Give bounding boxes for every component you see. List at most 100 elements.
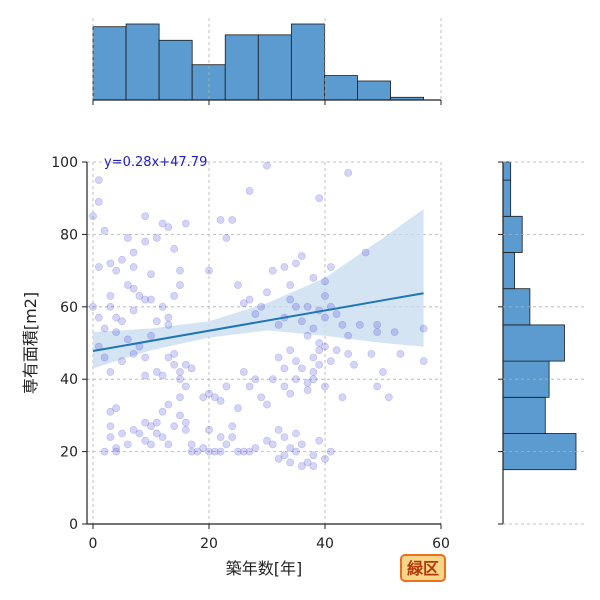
data-point [158,219,167,228]
data-point [118,255,126,264]
data-point [355,320,364,329]
data-point [292,302,300,311]
data-point [251,375,260,384]
top-hist-bar [357,80,391,101]
data-point [141,212,150,221]
data-point [286,444,295,452]
data-point [239,447,248,456]
right-histogram [498,161,577,525]
right-hist-bar [502,179,512,217]
data-point [147,422,155,431]
confidence-band-area [93,209,424,369]
data-point [350,360,358,369]
data-point [112,266,121,275]
data-point [164,313,173,322]
data-point [309,324,318,333]
data-point [123,234,132,242]
ward-badge: 緑区 [407,559,439,578]
data-point [170,422,179,431]
data-point [263,161,271,170]
y-tick-label: 20 [60,445,78,461]
data-point [141,436,150,445]
data-point [297,252,306,261]
regression-equation: y=0.28x+47.79 [104,155,207,170]
data-point [118,429,126,438]
data-point [263,436,271,445]
data-point [245,187,254,195]
data-point [216,433,225,442]
data-point [292,375,300,384]
data-point [135,292,144,300]
data-point [129,284,138,293]
data-point [118,357,126,365]
data-point [321,277,329,286]
data-point [141,237,150,246]
top-hist-bar [158,39,193,101]
data-point [315,194,324,203]
data-point [303,378,312,387]
top-histogram [92,23,442,105]
data-point [280,263,289,271]
data-point [373,320,382,329]
data-point [106,368,115,376]
data-point [176,411,184,420]
axes: 0 20 40 60 0 20 40 60 80 100 [51,155,450,552]
data-point [141,353,150,362]
data-point [123,281,132,289]
data-point [286,458,295,467]
data-point [315,360,324,369]
data-point [286,389,295,398]
data-point [268,266,277,275]
right-hist-bar [502,252,515,290]
data-point [292,357,300,365]
data-point [297,462,306,470]
data-point [187,364,196,373]
data-point [228,422,237,431]
data-point [158,407,167,416]
data-point [112,328,121,337]
data-point [303,331,312,340]
data-point [141,295,150,304]
data-point [89,212,97,221]
data-point [268,440,277,449]
data-point [147,440,155,449]
data-point [228,216,237,224]
data-point [123,440,132,449]
data-point [344,349,353,358]
data-point [379,368,387,376]
data-point [245,382,254,391]
data-point [257,302,266,311]
badge-box [400,554,446,582]
data-point [164,353,173,362]
data-point [141,371,150,380]
data-point [309,375,318,384]
data-point [367,349,376,358]
data-point [263,288,271,297]
data-point [112,447,121,456]
data-point [280,364,289,373]
data-point [170,349,179,358]
data-point [100,353,109,362]
data-point [326,357,335,365]
data-point [216,447,225,456]
data-point [257,393,266,402]
data-point [373,382,382,391]
x-tick-label: 20 [200,536,218,552]
data-point [332,310,341,318]
x-tick-label: 40 [316,536,334,552]
data-point [94,313,103,322]
data-point [210,393,219,402]
top-hist-bar [324,75,358,101]
data-point [274,353,283,362]
data-point [222,440,231,449]
top-hist-bar [125,23,160,101]
data-point [123,335,132,344]
data-point [176,266,184,275]
data-point [152,429,161,438]
data-point [338,393,347,402]
data-point [321,454,329,463]
data-point [147,295,155,304]
data-point [89,302,97,311]
data-point [384,393,393,402]
scatter-points [89,161,428,470]
